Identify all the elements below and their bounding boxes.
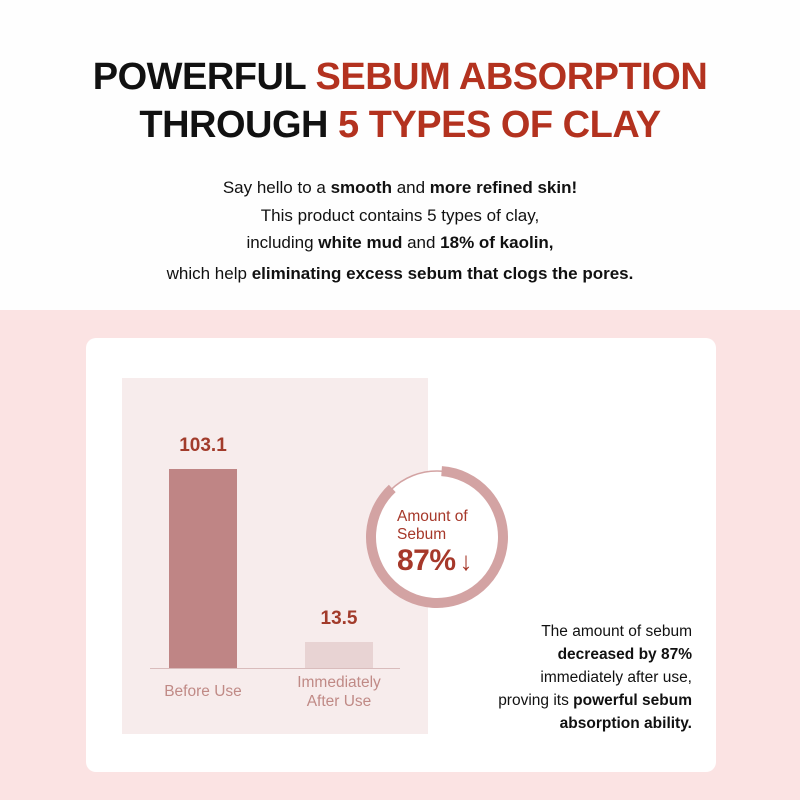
text: and (391, 178, 430, 197)
intro-paragraph: Say hello to a smooth and more refined s… (0, 174, 800, 287)
bar-before-use (169, 469, 237, 668)
bold-text: 18% of kaolin, (440, 233, 554, 252)
desc-line: immediately after use, (540, 669, 692, 686)
headline-red: SEBUM ABSORPTION (315, 56, 708, 98)
bar-after-use (305, 641, 373, 668)
headline-red: 5 TYPES OF CLAY (338, 104, 661, 146)
ring-inner (371, 471, 503, 603)
bold-text: absorption ability. (559, 715, 692, 732)
result-description: The amount of sebum decreased by 87% imm… (430, 620, 692, 735)
ring-label: Amount of Sebum 87% ↓ (397, 508, 473, 578)
headline-black: POWERFUL (92, 56, 316, 98)
ring-label-line: Amount of (397, 508, 468, 525)
intro-line: including white mud and 18% of kaolin, (0, 229, 800, 257)
desc-line: decreased by 87% (430, 643, 692, 666)
ring-label-line: Sebum (397, 526, 447, 543)
category-label: Immediately After Use (269, 673, 409, 711)
intro-line: which help eliminating excess sebum that… (0, 260, 800, 288)
text: This product contains 5 types of clay, (260, 205, 540, 225)
headline-line-1: POWERFUL SEBUM ABSORPTION (0, 55, 800, 99)
bar-value-label: 13.5 (320, 607, 358, 629)
bold-text: decreased by 87% (557, 646, 692, 663)
ring-percent: 87% (397, 544, 456, 577)
text: which help (166, 263, 252, 283)
headline-black: THROUGH (139, 104, 339, 146)
intro-line: Say hello to a smooth and more refined s… (0, 174, 800, 202)
desc-line: absorption ability. (430, 712, 692, 735)
text: proving its (498, 692, 574, 709)
bar-value-label: 103.1 (179, 435, 227, 456)
down-arrow-icon: ↓ (459, 546, 473, 576)
category-label-line: Immediately (297, 674, 381, 691)
desc-line: The amount of sebum (541, 623, 692, 640)
ring-value: 87% ↓ (397, 544, 473, 578)
bold-text: powerful sebum (573, 692, 692, 709)
text: Say hello to a (222, 178, 331, 197)
category-label-line: After Use (306, 693, 372, 710)
text: including (246, 233, 319, 252)
bold-text: more refined skin! (429, 178, 578, 197)
bold-text: smooth (330, 178, 392, 197)
reduction-ring (366, 466, 508, 608)
category-label-line: Before Use (164, 683, 242, 700)
text: and (402, 233, 441, 252)
headline-line-2: THROUGH 5 TYPES OF CLAY (0, 103, 800, 147)
bold-text: eliminating excess sebum that clogs the … (251, 263, 634, 283)
bold-text: white mud (318, 233, 403, 252)
category-label: Before Use (133, 682, 273, 701)
header-section (0, 0, 800, 310)
intro-line: This product contains 5 types of clay, (0, 202, 800, 230)
desc-line: proving its powerful sebum (430, 689, 692, 712)
chart-baseline (150, 668, 400, 669)
